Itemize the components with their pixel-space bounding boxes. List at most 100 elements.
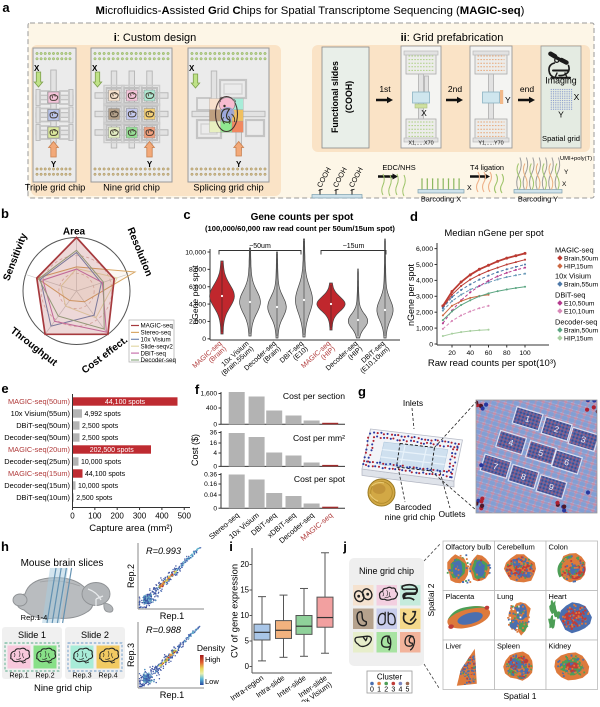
svg-text:Y: Y [564,169,569,176]
svg-text:DBiT-seq(50um): DBiT-seq(50um) [16,421,70,430]
svg-text:f: f [195,382,200,397]
svg-text:2nd: 2nd [448,84,462,94]
svg-text:16: 16 [210,440,218,447]
svg-text:1,600: 1,600 [200,391,217,398]
svg-text:0: 0 [245,662,250,671]
svg-text:500: 500 [178,512,192,521]
svg-text:E10,10um: E10,10um [564,308,595,315]
svg-text:UMI+poly(T): UMI+poly(T) [560,156,592,162]
svg-text:g: g [358,384,366,399]
svg-text:Rep.1: Rep.1 [9,671,28,680]
svg-text:Nine grid chip: Nine grid chip [103,183,160,193]
svg-text:Barcoding Y: Barcoding Y [518,195,558,204]
svg-text:Spleen: Spleen [497,641,520,650]
svg-text:Barcoded: Barcoded [395,502,432,512]
svg-text:Gene counts per spot: Gene counts per spot [251,212,354,223]
svg-text:Imaging: Imaging [545,76,576,86]
svg-text:4,000: 4,000 [189,301,206,308]
svg-text:7: 7 [492,461,500,472]
svg-text:Brain,50um: Brain,50um [564,327,599,334]
svg-text:Rep.3: Rep.3 [126,643,136,667]
svg-text:MAGIC-seq: MAGIC-seq [555,245,594,254]
svg-text:3,000: 3,000 [416,294,433,301]
svg-text:44,100 spots: 44,100 spots [105,399,146,406]
svg-text:Barcoding X: Barcoding X [421,195,461,204]
svg-text:100: 100 [519,350,531,357]
svg-text:X: X [574,92,580,102]
svg-text:Slide 2: Slide 2 [81,630,109,640]
svg-text:d: d [410,209,418,224]
svg-text:CV of gene expression: CV of gene expression [230,564,240,658]
svg-text:Spatial 1: Spatial 1 [503,691,536,701]
svg-text:T4 ligation: T4 ligation [470,163,504,172]
svg-text:Inlets: Inlets [403,398,423,408]
svg-text:Y: Y [505,95,511,105]
svg-text:Rep.2: Rep.2 [35,671,54,680]
svg-text:Decoder-seq(15um): Decoder-seq(15um) [4,481,70,490]
svg-text:36: 36 [210,430,218,437]
svg-text:nine grid chip: nine grid chip [385,512,436,522]
svg-text:2,500 spots: 2,500 spots [76,495,113,502]
svg-text:~15um: ~15um [343,243,365,250]
svg-text:EDC/NHS: EDC/NHS [382,163,415,172]
svg-text:0.16: 0.16 [204,481,217,488]
svg-text:X: X [421,108,427,118]
svg-text:2,500 spots: 2,500 spots [82,423,119,430]
svg-text:0: 0 [213,422,217,429]
svg-text:Y: Y [558,110,564,120]
svg-text:X: X [92,64,98,73]
svg-text:MAGIC-seq: MAGIC-seq [141,323,174,330]
svg-text:High: High [205,655,220,664]
svg-text:R=0.988: R=0.988 [146,625,182,635]
svg-text:0: 0 [429,341,433,348]
svg-text:60: 60 [485,350,493,357]
svg-text:b: b [1,206,9,221]
svg-text:Olfactory bulb: Olfactory bulb [446,542,492,551]
svg-text:Nine grid chip: Nine grid chip [34,683,92,694]
svg-text:Stereo-seq: Stereo-seq [141,330,172,337]
svg-text:e: e [1,381,8,396]
svg-text:8: 8 [520,471,528,482]
svg-text:Triple grid chip: Triple grid chip [25,183,86,193]
svg-text:X1,.....X70: X1,.....X70 [408,141,433,147]
svg-text:ii: Grid prefabrication: ii: Grid prefabrication [401,32,504,44]
svg-text:0: 0 [213,464,217,471]
svg-text:c: c [183,207,190,222]
svg-text:DBiT-seq: DBiT-seq [141,350,167,357]
svg-text:MAGIC-seq(20um): MAGIC-seq(20um) [8,445,70,454]
svg-text:nGene per spot: nGene per spot [190,265,200,325]
svg-text:Y: Y [147,160,153,169]
svg-text:X: X [467,185,472,192]
svg-text:3: 3 [580,434,588,445]
svg-text:Brain,50um: Brain,50um [564,255,599,262]
svg-text:Slide 1: Slide 1 [18,630,46,640]
svg-text:44,100 spots: 44,100 spots [85,471,126,478]
svg-text:end: end [520,84,534,94]
svg-text:10x Visium: 10x Visium [555,271,591,280]
svg-text:Decoder-seq: Decoder-seq [141,357,177,364]
svg-text:10,000 spots: 10,000 spots [81,459,122,466]
svg-text:Density: Density [197,643,226,653]
svg-text:5: 5 [537,447,545,458]
svg-text:400: 400 [155,512,169,521]
svg-text:h: h [1,539,9,554]
svg-text:300: 300 [133,512,147,521]
svg-text:0.04: 0.04 [204,492,217,499]
svg-text:4: 4 [507,437,515,448]
svg-text:9: 9 [548,482,556,493]
svg-text:Microfluidics-Assisted Grid Ch: Microfluidics-Assisted Grid Chips for Sp… [96,5,525,17]
svg-text:400: 400 [206,405,217,412]
svg-text:15: 15 [240,586,249,595]
svg-text:0.36: 0.36 [204,472,217,479]
svg-text:100: 100 [88,512,102,521]
svg-text:6: 6 [563,457,571,468]
svg-text:0: 0 [370,687,374,694]
svg-text:~50um: ~50um [249,243,271,250]
svg-text:Cerebellum: Cerebellum [497,542,535,551]
svg-text:i: Custom design: i: Custom design [114,32,197,44]
svg-text:Capture area (mm²): Capture area (mm²) [89,523,172,534]
svg-text:4: 4 [213,450,217,457]
svg-text:X: X [562,181,567,188]
svg-text:Kidney: Kidney [549,641,572,650]
svg-text:nGene per spot: nGene per spot [406,263,416,326]
